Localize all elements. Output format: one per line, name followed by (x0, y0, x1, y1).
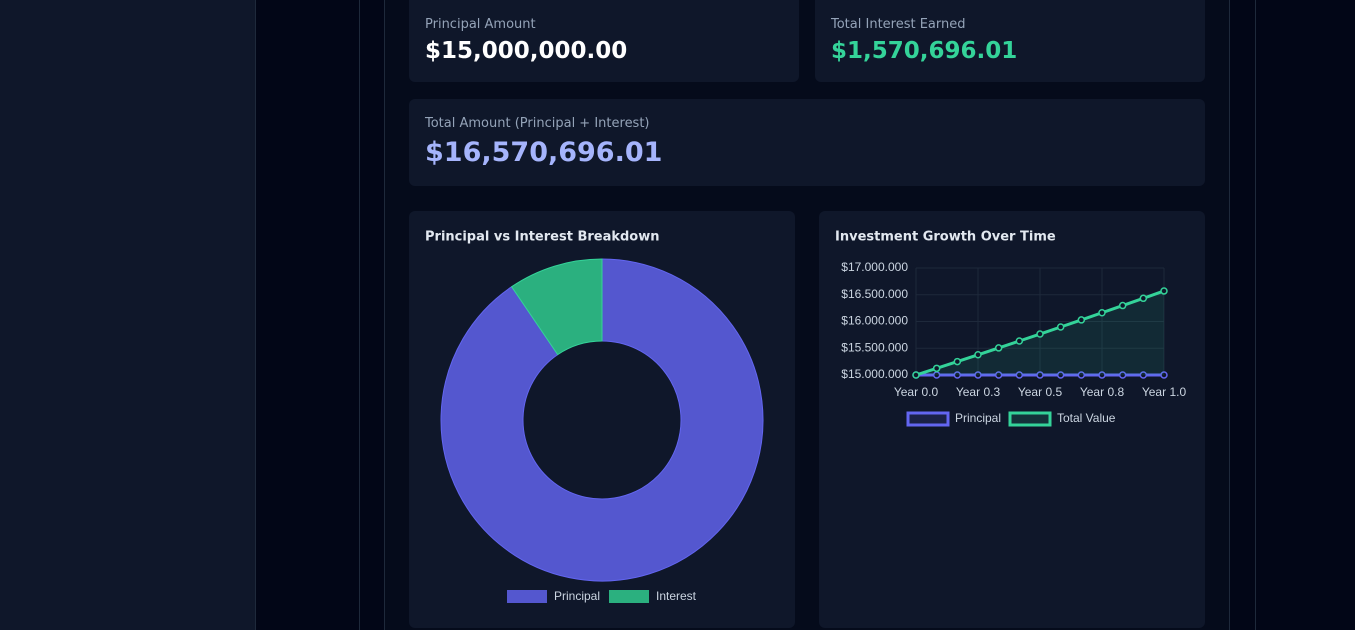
point (1056, 323, 1065, 331)
point (1036, 330, 1044, 338)
card-value: $1,570,696.01 (831, 38, 1018, 64)
x-tick-label: Year 0.8 (1080, 385, 1125, 399)
point (953, 357, 962, 366)
legend-swatch (1008, 411, 1052, 427)
legend-swatch (507, 590, 547, 603)
y-tick-label: $15.500.000 (841, 340, 908, 354)
y-tick-label: $16.000.000 (841, 314, 908, 328)
point (1118, 301, 1127, 310)
point (994, 344, 1003, 352)
doughnut-slice (440, 258, 764, 582)
point (1077, 316, 1086, 324)
point (1139, 371, 1148, 379)
card-label: Principal Amount (425, 17, 536, 32)
card-label: Total Amount (Principal + Interest) (425, 116, 650, 131)
x-tick-label: Year 0.0 (894, 385, 939, 399)
point (994, 371, 1003, 379)
point (1098, 371, 1106, 379)
point (974, 371, 982, 379)
point (1160, 371, 1168, 379)
point (953, 371, 962, 379)
y-tick-label: $15.000.000 (841, 367, 908, 381)
point (1118, 371, 1127, 379)
chart-card (819, 211, 1205, 628)
legend-swatch (609, 590, 649, 603)
point (912, 371, 920, 379)
point (1098, 309, 1106, 317)
legend-label: Total Value (1057, 411, 1116, 425)
point (1036, 371, 1044, 379)
principal-card: Principal Amount $15,000,000.00 (409, 0, 799, 82)
y-tick-label: $16.500.000 (841, 287, 908, 301)
x-tick-label: Year 0.5 (1018, 385, 1063, 399)
chart-title: Principal vs Interest Breakdown (425, 230, 660, 245)
card-value: $15,000,000.00 (425, 38, 628, 64)
point (1015, 371, 1024, 379)
chart-title: Investment Growth Over Time (835, 230, 1056, 245)
point (1139, 294, 1148, 303)
point (1015, 337, 1024, 345)
x-tick-label: Year 1.0 (1142, 385, 1187, 399)
legend-label: Principal (554, 589, 600, 603)
legend-label: Interest (656, 589, 697, 603)
card-value: $16,570,696.01 (425, 137, 663, 168)
point (974, 351, 982, 359)
interest-card: Total Interest Earned $1,570,696.01 (815, 0, 1205, 82)
area (916, 290, 1164, 375)
legend-swatch (906, 411, 950, 427)
card-label: Total Interest Earned (831, 17, 966, 32)
point (932, 364, 941, 373)
legend-label: Principal (955, 411, 1001, 425)
sidebar (0, 0, 256, 630)
point (1056, 371, 1065, 379)
doughnut-slice (510, 258, 603, 356)
y-tick-label: $17.000.000 (841, 260, 908, 274)
x-tick-label: Year 0.3 (956, 385, 1001, 399)
total-card: Total Amount (Principal + Interest) $16,… (409, 99, 1205, 186)
point (1160, 287, 1168, 295)
point (1077, 371, 1086, 379)
